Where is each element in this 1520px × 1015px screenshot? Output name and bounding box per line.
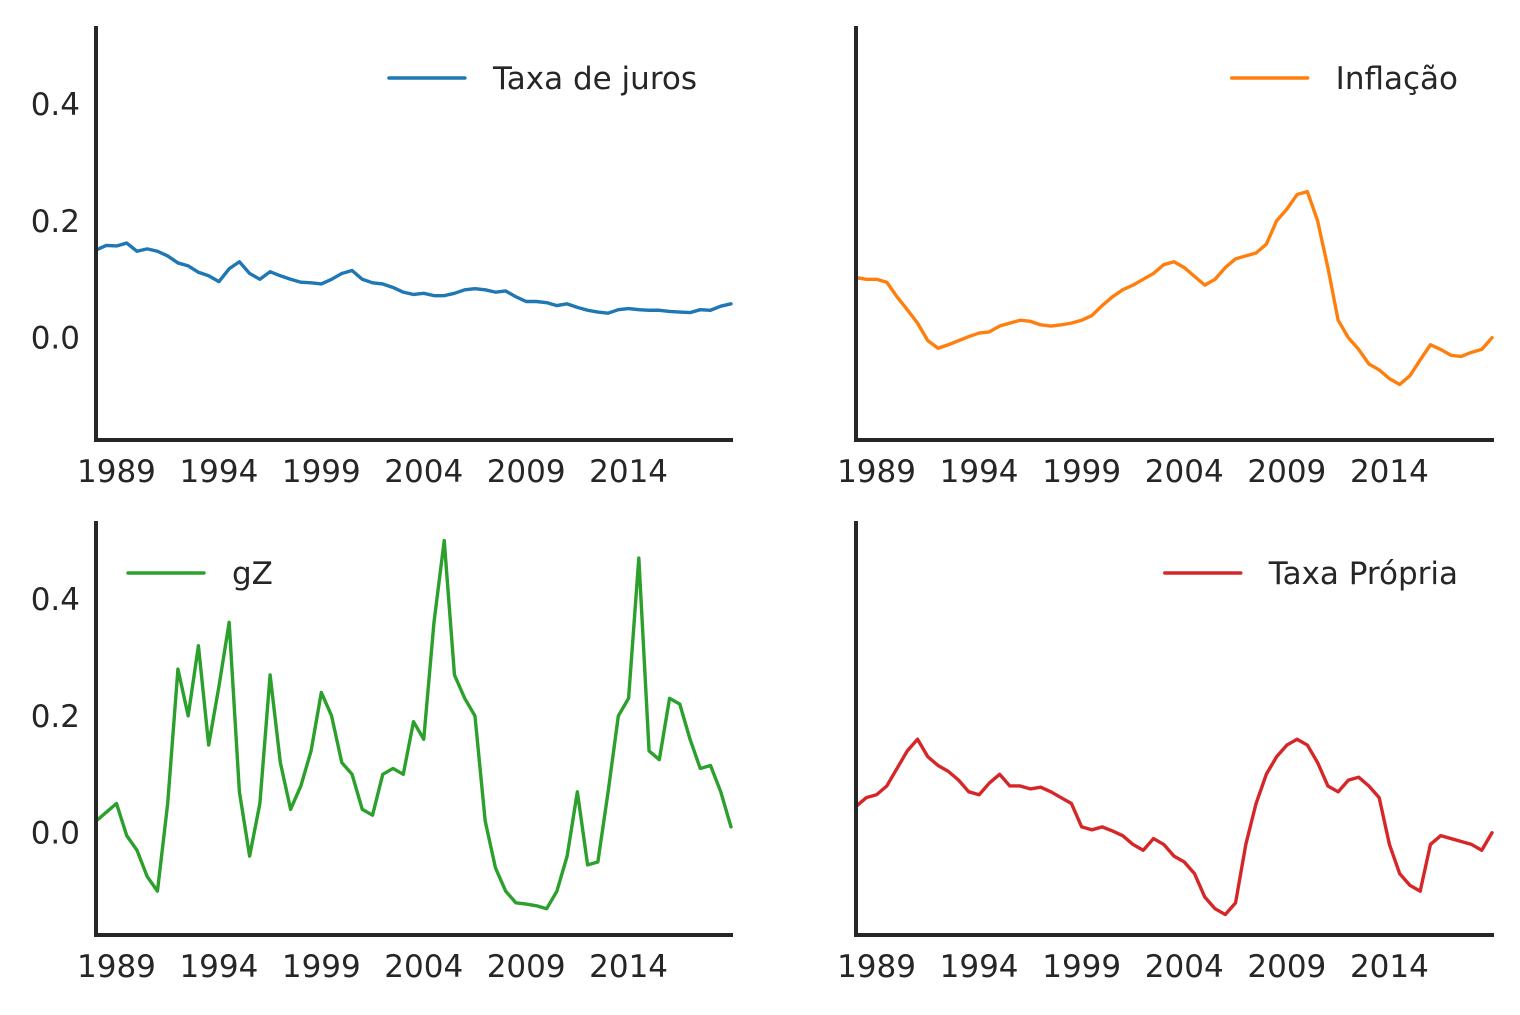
legend-label-bottom-right-0: Taxa Própria: [1268, 556, 1458, 592]
legend-label-top-left-0: Taxa de juros: [492, 61, 697, 97]
x-tick-label-bottom-right-2: 1999: [1042, 949, 1121, 985]
x-tick-label-top-right-0: 1989: [837, 454, 916, 490]
x-tick-label-bottom-right-1: 1994: [940, 949, 1019, 985]
x-tick-label-top-left-2: 1999: [282, 454, 361, 490]
x-tick-label-bottom-right-0: 1989: [837, 949, 916, 985]
x-tick-label-bottom-left-4: 2009: [487, 949, 566, 985]
panel-top-left: 1989 1994 1999 2004 2009 2014 0.0 0.2 0.4 Taxa de…: [31, 26, 733, 490]
x-tick-label-bottom-left-3: 2004: [384, 949, 463, 985]
x-tick-label-bottom-right-5: 2014: [1350, 949, 1429, 985]
x-tick-label-bottom-left-0: 1989: [77, 949, 156, 985]
legend-bottom-right: Taxa Própria: [1163, 556, 1458, 592]
legend-label-top-right-0: Inflação: [1336, 61, 1458, 97]
x-tick-label-top-left-1: 1994: [179, 454, 258, 490]
x-tick-label-top-left-5: 2014: [589, 454, 668, 490]
x-tick-label-top-right-5: 2014: [1350, 454, 1429, 490]
x-tick-label-top-left-0: 1989: [77, 454, 156, 490]
x-tick-label-top-right-4: 2009: [1247, 454, 1326, 490]
panel-bottom-left: 1989 1994 1999 2004 2009 2014 0.0 0.2 0.4 gZ: [31, 521, 733, 985]
panel-top-right: 1989 1994 1999 2004 2009 2014 Inflação: [837, 26, 1494, 490]
x-tick-label-top-right-3: 2004: [1145, 454, 1224, 490]
y-tick-label-top-left-1: 0.2: [31, 204, 80, 240]
x-tick-label-top-right-2: 1999: [1042, 454, 1121, 490]
x-tick-label-bottom-right-4: 2009: [1247, 949, 1326, 985]
legend-top-left: Taxa de juros: [387, 61, 697, 97]
x-tick-label-bottom-right-3: 2004: [1145, 949, 1224, 985]
y-tick-label-bottom-left-1: 0.2: [31, 699, 80, 735]
y-tick-label-bottom-left-2: 0.4: [31, 582, 80, 618]
legend-label-bottom-left-0: gZ: [232, 556, 273, 592]
x-tick-label-top-left-4: 2009: [487, 454, 566, 490]
legend-bottom-left: gZ: [126, 556, 273, 592]
panel-bottom-right: 1989 1994 1999 2004 2009 2014 Taxa Própria: [837, 521, 1494, 985]
series-line-bottom-left-0: [94, 538, 733, 911]
y-tick-label-top-left-2: 0.4: [31, 87, 80, 123]
x-tick-label-top-right-1: 1994: [940, 454, 1019, 490]
x-tick-label-bottom-left-2: 1999: [282, 949, 361, 985]
y-tick-label-bottom-left-0: 0.0: [31, 816, 80, 852]
y-tick-label-top-left-0: 0.0: [31, 321, 80, 357]
legend-top-right: Inflação: [1229, 61, 1458, 97]
series-line-bottom-right-0: [854, 737, 1494, 917]
series-line-top-right-0: [854, 189, 1494, 387]
x-tick-label-bottom-left-5: 2014: [589, 949, 668, 985]
x-tick-label-top-left-3: 2004: [384, 454, 463, 490]
panels: 1989 1994 1999 2004 2009 2014 0.0 0.2 0.4 Taxa de…: [31, 26, 1494, 985]
x-tick-label-bottom-left-1: 1994: [179, 949, 258, 985]
series-line-top-left-0: [94, 241, 733, 315]
